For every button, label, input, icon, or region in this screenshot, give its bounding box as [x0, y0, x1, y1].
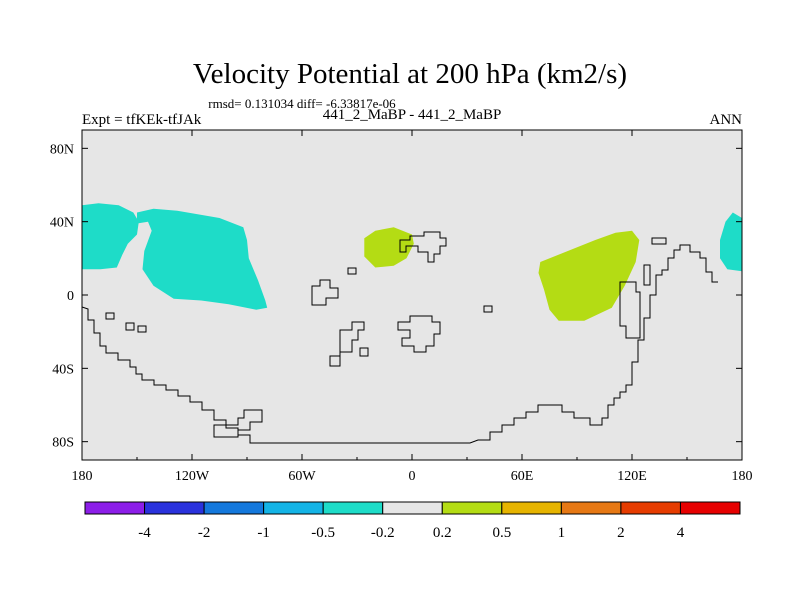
shaded-region: [82, 203, 139, 270]
colorbar-swatch: [560, 501, 622, 515]
shaded-region: [137, 208, 268, 310]
colorbar-label: -1: [257, 525, 270, 541]
colorbar-swatch: [620, 501, 681, 515]
y-tick-label: 40N: [50, 216, 74, 231]
case-label: 441_2_MaBP - 441_2_MaBP: [323, 107, 502, 123]
coastline-segment: [311, 279, 339, 306]
coastline-segment: [213, 409, 263, 438]
x-tick-label: 180: [72, 469, 93, 484]
coastline-segment: [643, 264, 651, 286]
coastline-segment: [105, 312, 115, 320]
coastline-segment: [619, 281, 641, 339]
coastline-segment: [347, 267, 357, 275]
colorbar-label: -0.2: [371, 525, 395, 541]
coastline-segment: [651, 237, 667, 245]
colorbar-swatch: [501, 501, 562, 515]
colorbar-label: 4: [677, 525, 685, 541]
x-tick-label: 180: [732, 469, 753, 484]
shaded-region: [538, 230, 640, 321]
colorbar-swatch: [322, 501, 384, 515]
colorbar: -4 -2 -1 -0.5 -0.2 0.2 0.5 1 2 4: [84, 501, 741, 541]
experiment-label: Expt = tfKEk-tfJAk: [82, 112, 202, 128]
colorbar-label: 1: [558, 525, 566, 541]
coastline-segment: [359, 347, 369, 357]
coastline: [82, 231, 718, 444]
shaded-region: [720, 212, 742, 272]
coastline-segment: [329, 321, 365, 367]
colorbar-swatch: [144, 501, 205, 515]
colorbar-label: 0.5: [492, 525, 511, 541]
colorbar-swatch: [203, 501, 265, 515]
colorbar-label: 0.2: [433, 525, 452, 541]
y-tick-label: 40S: [52, 362, 74, 377]
colorbar-swatch: [679, 501, 741, 515]
x-tick-label: 60E: [511, 469, 534, 484]
colorbar-swatch: [263, 501, 324, 515]
map-plot-area: 180 120W 60W 0 60E 120E 180 80N 40N 0 40S 80S: [50, 129, 753, 484]
y-tick-label: 80S: [52, 436, 74, 451]
colorbar-swatch: [441, 501, 503, 515]
x-tick-label: 120W: [175, 469, 210, 484]
y-tick-label: 0: [67, 289, 74, 304]
coastline-segment: [399, 231, 447, 263]
y-tick-label: 80N: [50, 142, 74, 157]
colorbar-swatch: [84, 501, 146, 515]
coastline-segment: [397, 315, 441, 353]
colorbar-swatch: [382, 501, 443, 515]
coastline-segment: [137, 325, 147, 333]
x-tick-label: 60W: [288, 469, 316, 484]
colorbar-label: -4: [138, 525, 151, 541]
chart-subtitle: rmsd= 0.131034 diff= -6.33817e-06: [208, 96, 396, 111]
season-label: ANN: [710, 112, 743, 128]
coastline-segment: [483, 305, 493, 313]
x-tick-label: 120E: [617, 469, 647, 484]
shaded-region: [364, 227, 414, 268]
x-tick-label: 0: [409, 469, 416, 484]
coastline-segment: [82, 244, 718, 444]
chart-title: Velocity Potential at 200 hPa (km2/s): [193, 58, 627, 90]
colorbar-label: -2: [198, 525, 211, 541]
colorbar-label: -0.5: [311, 525, 335, 541]
coastline-segment: [125, 322, 135, 331]
colorbar-label: 2: [617, 525, 625, 541]
